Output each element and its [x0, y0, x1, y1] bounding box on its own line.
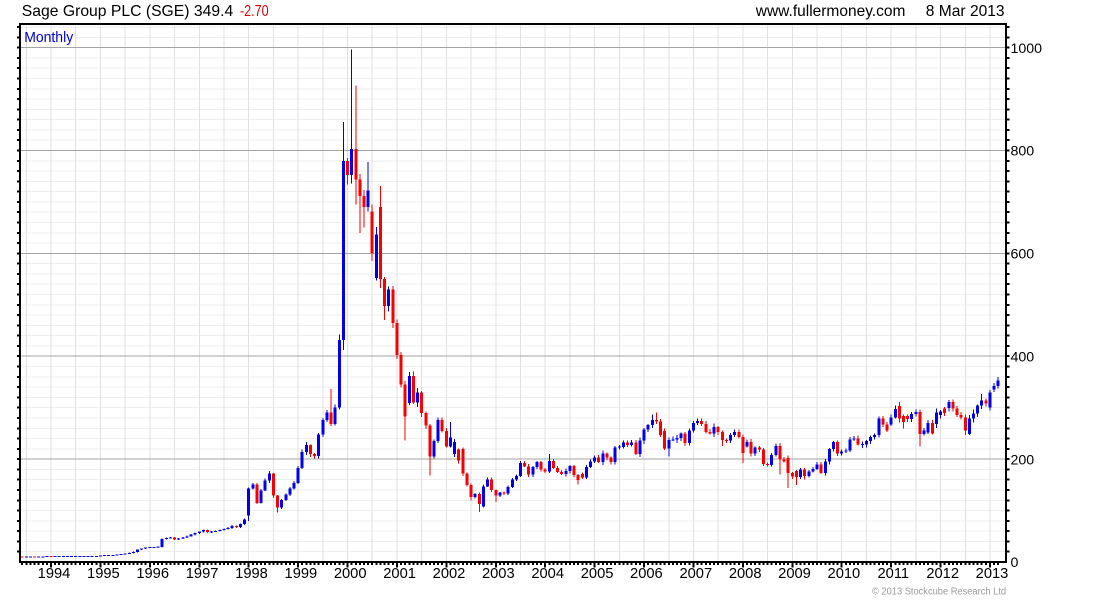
svg-text:www.fullermoney.com: www.fullermoney.com: [755, 3, 906, 20]
svg-text:2000: 2000: [334, 566, 367, 582]
svg-text:1995: 1995: [87, 566, 120, 582]
svg-text:800: 800: [1011, 144, 1035, 160]
svg-text:2005: 2005: [581, 566, 614, 582]
svg-text:2002: 2002: [433, 566, 466, 582]
svg-text:1998: 1998: [235, 566, 268, 582]
svg-text:2012: 2012: [926, 566, 959, 582]
svg-text:0: 0: [1011, 555, 1019, 571]
svg-text:© 2013 Stockcube Research Ltd: © 2013 Stockcube Research Ltd: [872, 587, 1006, 598]
svg-text:2007: 2007: [679, 566, 712, 582]
svg-text:200: 200: [1011, 452, 1035, 468]
svg-text:2006: 2006: [630, 566, 663, 582]
svg-text:Sage Group PLC (SGE) 349.4: Sage Group PLC (SGE) 349.4: [22, 3, 233, 20]
svg-text:1996: 1996: [136, 566, 169, 582]
svg-text:2003: 2003: [482, 566, 515, 582]
svg-text:2004: 2004: [531, 566, 564, 582]
svg-text:Monthly: Monthly: [24, 30, 74, 46]
svg-text:8 Mar 2013: 8 Mar 2013: [926, 3, 1005, 20]
svg-text:2008: 2008: [729, 566, 762, 582]
svg-text:2009: 2009: [778, 566, 811, 582]
svg-text:2011: 2011: [878, 566, 910, 582]
svg-text:1000: 1000: [1011, 41, 1043, 57]
svg-text:1999: 1999: [285, 566, 318, 582]
svg-text:1997: 1997: [186, 566, 219, 582]
svg-text:1994: 1994: [38, 566, 71, 582]
svg-text:400: 400: [1011, 349, 1035, 365]
svg-text:-2.70: -2.70: [240, 3, 269, 20]
svg-text:2001: 2001: [383, 566, 416, 582]
svg-text:2013: 2013: [976, 566, 1009, 582]
svg-text:2010: 2010: [828, 566, 861, 582]
svg-text:600: 600: [1011, 247, 1035, 263]
